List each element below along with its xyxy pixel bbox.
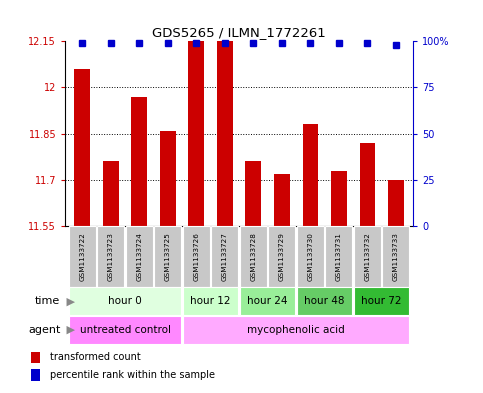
Bar bbox=[69, 316, 181, 344]
Bar bbox=[388, 180, 404, 226]
Bar bbox=[359, 143, 375, 226]
Bar bbox=[30, 369, 41, 381]
Text: hour 24: hour 24 bbox=[247, 296, 288, 306]
Bar bbox=[103, 162, 119, 226]
Text: GSM1133728: GSM1133728 bbox=[250, 232, 256, 281]
Bar bbox=[302, 124, 318, 226]
Bar bbox=[183, 316, 410, 344]
Bar bbox=[245, 162, 261, 226]
Bar bbox=[183, 226, 210, 287]
Bar bbox=[30, 352, 41, 363]
Text: GSM1133725: GSM1133725 bbox=[165, 232, 171, 281]
Text: GSM1133730: GSM1133730 bbox=[307, 232, 313, 281]
Bar bbox=[211, 226, 239, 287]
Bar bbox=[126, 226, 153, 287]
Text: GSM1133723: GSM1133723 bbox=[108, 232, 114, 281]
Text: ▶: ▶ bbox=[63, 296, 75, 306]
Text: GSM1133733: GSM1133733 bbox=[393, 232, 399, 281]
Bar bbox=[69, 226, 96, 287]
Bar bbox=[217, 23, 233, 226]
Bar bbox=[268, 226, 296, 287]
Text: hour 72: hour 72 bbox=[361, 296, 402, 306]
Bar bbox=[188, 13, 204, 226]
Bar bbox=[131, 97, 147, 226]
Bar bbox=[383, 226, 410, 287]
Text: GSM1133726: GSM1133726 bbox=[193, 232, 199, 281]
Text: GSM1133732: GSM1133732 bbox=[364, 232, 370, 281]
Text: hour 48: hour 48 bbox=[304, 296, 345, 306]
Bar bbox=[69, 287, 181, 315]
Bar bbox=[326, 226, 353, 287]
Bar bbox=[274, 174, 290, 226]
Text: hour 12: hour 12 bbox=[190, 296, 231, 306]
Text: hour 0: hour 0 bbox=[108, 296, 142, 306]
Text: agent: agent bbox=[28, 325, 60, 335]
Text: GSM1133729: GSM1133729 bbox=[279, 232, 285, 281]
Text: ▶: ▶ bbox=[63, 325, 75, 335]
Text: GSM1133727: GSM1133727 bbox=[222, 232, 228, 281]
Text: GSM1133724: GSM1133724 bbox=[136, 232, 142, 281]
Bar bbox=[354, 287, 410, 315]
Bar bbox=[354, 226, 381, 287]
Title: GDS5265 / ILMN_1772261: GDS5265 / ILMN_1772261 bbox=[152, 26, 326, 39]
Bar bbox=[240, 287, 296, 315]
Bar bbox=[297, 226, 324, 287]
Text: mycophenolic acid: mycophenolic acid bbox=[247, 325, 345, 335]
Bar bbox=[74, 69, 90, 226]
Bar bbox=[97, 226, 124, 287]
Bar bbox=[240, 226, 267, 287]
Bar bbox=[154, 226, 181, 287]
Text: percentile rank within the sample: percentile rank within the sample bbox=[50, 370, 215, 380]
Text: transformed count: transformed count bbox=[50, 353, 141, 362]
Text: GSM1133731: GSM1133731 bbox=[336, 232, 342, 281]
Bar bbox=[331, 171, 347, 226]
Text: GSM1133722: GSM1133722 bbox=[79, 232, 85, 281]
Bar bbox=[183, 287, 239, 315]
Bar bbox=[160, 130, 176, 226]
Text: untreated control: untreated control bbox=[80, 325, 170, 335]
Bar bbox=[297, 287, 353, 315]
Text: time: time bbox=[35, 296, 60, 306]
